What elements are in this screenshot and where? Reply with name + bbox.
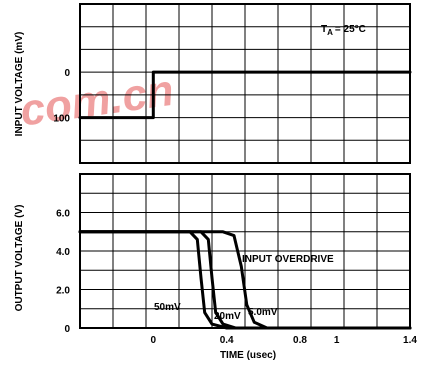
output-x-tick-label: 1: [334, 335, 340, 346]
input-overdrive-label: INPUT OVERDRIVE: [242, 254, 334, 265]
output-x-tick-label: 0.4: [220, 335, 234, 346]
annotation-sub: A: [327, 28, 333, 37]
input-y-tick-label: 0: [64, 68, 70, 79]
annotation-rest: = 25°C: [335, 24, 366, 35]
annotation-main: T: [321, 24, 327, 35]
output-x-tick-label: 0.8: [293, 335, 307, 346]
series-label-20mv: 20mV: [214, 311, 241, 322]
input-step-line: [78, 70, 412, 120]
input-panel: 0 100 TA = 25°C INPUT VOLTAGE (mV): [14, 3, 412, 164]
temperature-annotation: TA = 25°C: [321, 24, 366, 37]
input-y-axis-label: INPUT VOLTAGE (mV): [14, 32, 25, 137]
input-plot-frame: [79, 3, 411, 164]
input-y-tick-label: 100: [53, 114, 70, 125]
output-x-tick-label: 1.4: [403, 335, 417, 346]
output-series-line: [78, 230, 412, 330]
output-x-axis-label: TIME (usec): [220, 350, 276, 361]
output-panel: 0 2.0 4.0 6.0 0 0.4 0.8 1 1.4 50mV 20mV 5.0mV INPUT …: [14, 173, 417, 361]
output-y-tick-label: 2.0: [56, 286, 70, 297]
output-y-axis-label: OUTPUT VOLTAGE (V): [14, 205, 25, 312]
output-y-tick-label: 0: [64, 324, 70, 335]
output-x-tick-label: 0: [151, 335, 157, 346]
output-y-tick-label: 6.0: [56, 209, 70, 220]
series-label-50mv: 50mV: [154, 302, 181, 313]
output-y-tick-label: 4.0: [56, 247, 70, 258]
series-label-5mv: 5.0mV: [248, 307, 278, 318]
